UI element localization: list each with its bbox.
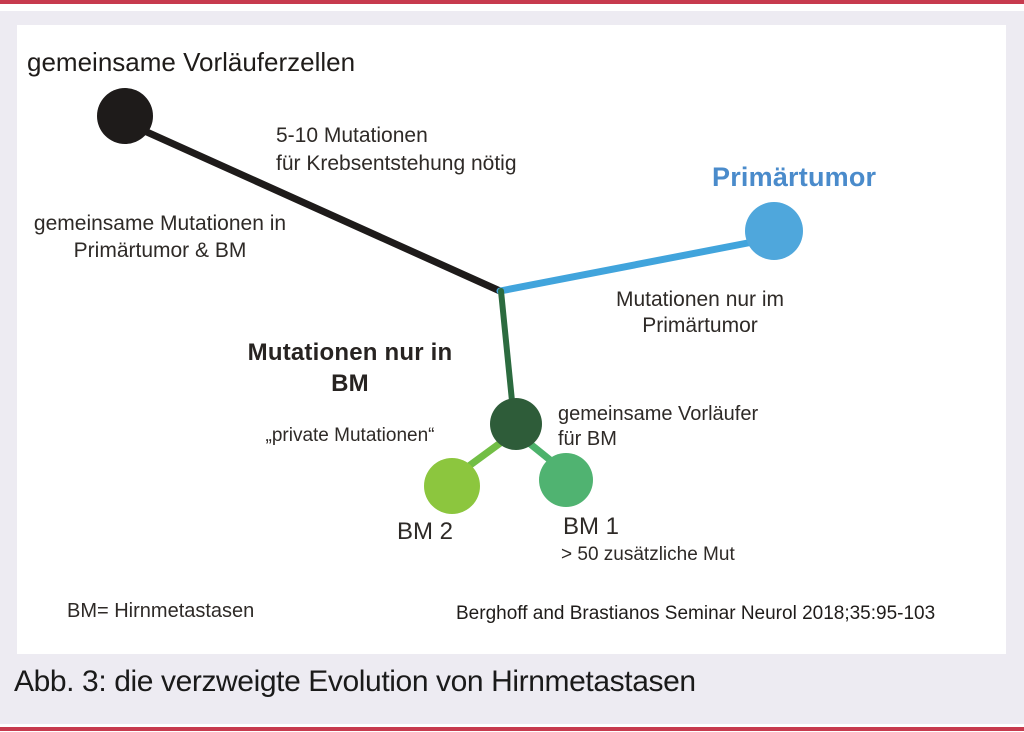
bottom-red-rule [0,727,1024,731]
bm1-node-label: BM 1 [563,513,620,540]
primary-tumor-title: Primärtumor [712,162,877,192]
bm-branch-subtitle: „private Mutationen“ [265,425,435,447]
trunk-annotation: 5-10 Mutationen für Krebsentstehung nöti… [276,124,517,175]
primary-branch-label: Mutationen nur im Primärtumor [615,288,785,338]
bm1-mutations-note: > 50 zusätzliche Mut [561,544,735,565]
figure-panel [17,25,1006,654]
top-red-rule [0,0,1024,4]
bm2-node-label: BM 2 [397,518,454,545]
shared-mutations-label: gemeinsame Mutationen in Primärtumor & B… [33,212,287,263]
bm-branch-label-group: Mutationen nur in BM „private Mutationen… [230,318,470,469]
bm-branch-title: Mutationen nur in BM [247,339,453,398]
bm-precursor-label: gemeinsame Vorläufer für BM [558,403,759,450]
figure-caption: Abb. 3: die verzweigte Evolution von Hir… [14,665,696,698]
source-citation: Berghoff and Brastianos Seminar Neurol 2… [456,603,936,624]
abbreviation-legend: BM= Hirnmetastasen [67,600,255,622]
root-node-label: gemeinsame Vorläuferzellen [27,47,356,77]
